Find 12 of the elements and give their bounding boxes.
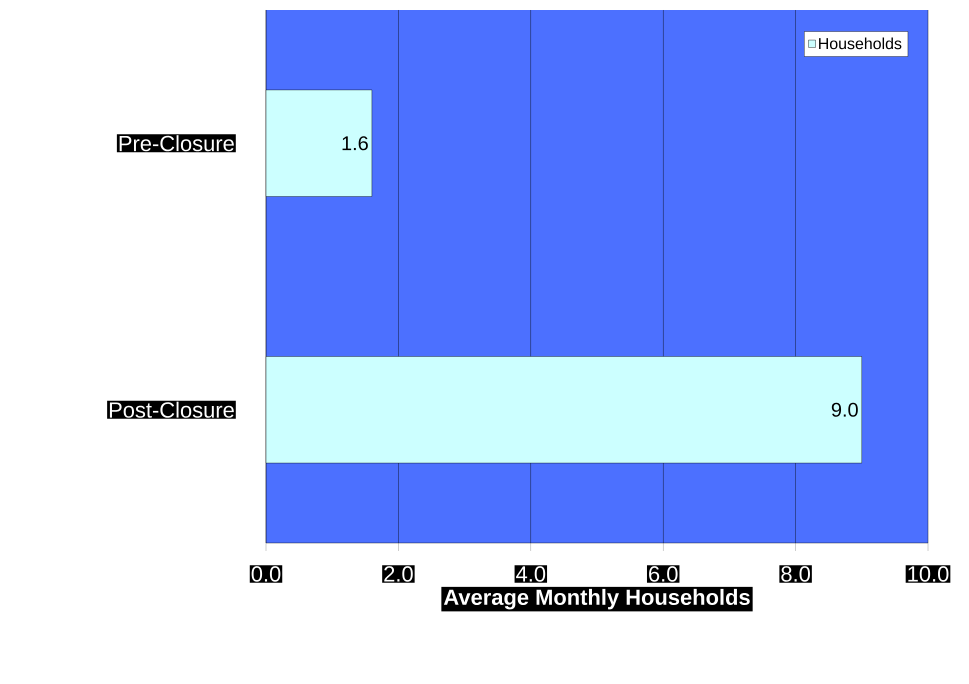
x-tick-label: 2.0: [384, 566, 413, 582]
x-tick-label: 8.0: [781, 566, 810, 582]
data-label: 1.6: [342, 136, 368, 150]
x-tick-label: 4.0: [516, 566, 546, 582]
x-tick-label: 10.0: [908, 566, 948, 582]
x-tick-label: 6.0: [649, 566, 678, 582]
data-label: 9.0: [832, 402, 858, 417]
y-tick-label: Post-Closure: [110, 402, 234, 418]
y-tick-label: Pre-Closure: [120, 135, 234, 152]
legend-label: Households: [819, 38, 902, 50]
x-axis-title: Average Monthly Households: [444, 588, 750, 610]
x-tick-label: 0.0: [252, 566, 280, 582]
